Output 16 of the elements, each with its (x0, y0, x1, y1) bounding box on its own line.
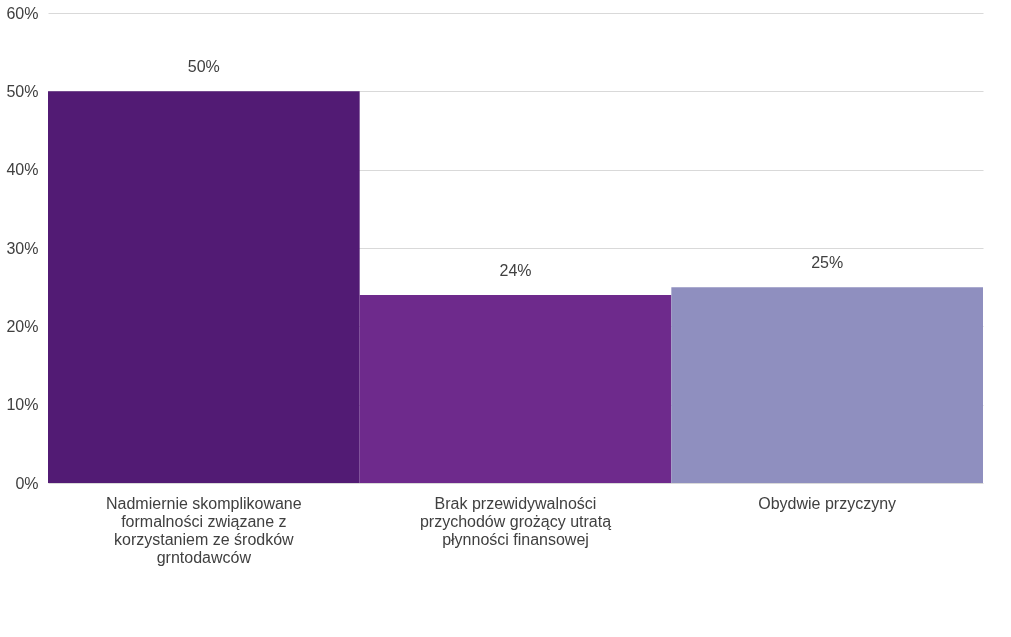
bar (671, 287, 983, 483)
y-tick-label: 30% (6, 239, 39, 257)
x-tick-label: Obydwie przyczyny (758, 494, 897, 512)
data-label: 25% (811, 254, 844, 272)
bar (48, 91, 360, 483)
y-tick-label: 20% (6, 317, 39, 335)
data-label: 50% (187, 58, 220, 76)
y-tick-label: 10% (6, 396, 39, 414)
y-tick-label: 40% (6, 161, 39, 179)
x-tick-label: Nadmiernie skomplikowane formalności związane z korzystaniem ze środków grntodawców (106, 494, 302, 566)
bar (359, 295, 672, 483)
y-tick-label: 60% (6, 4, 39, 22)
x-tick-label: Brak przewidywalności przychodów grożący utratą płynności finansowej (419, 494, 612, 548)
data-label: 24% (499, 262, 532, 279)
y-tick-label: 50% (6, 82, 39, 100)
y-tick-label: 0% (15, 474, 39, 492)
